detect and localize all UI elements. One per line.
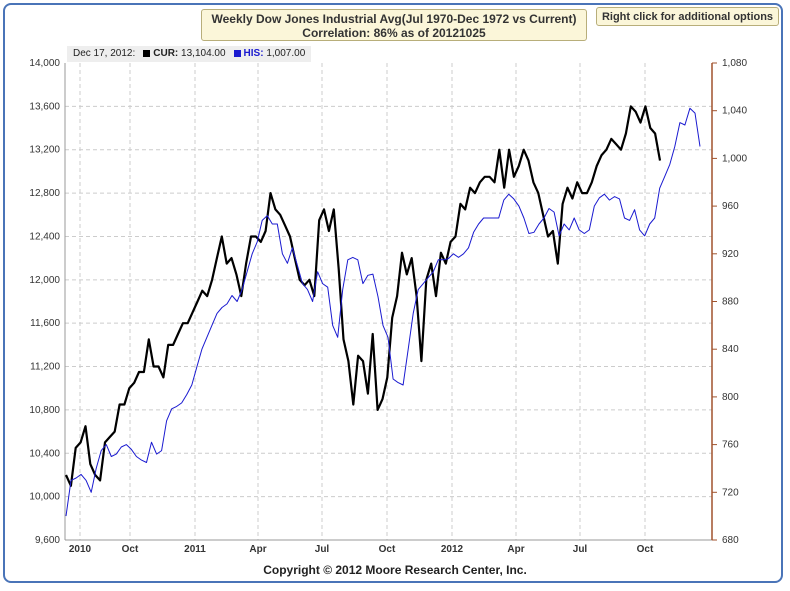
y-right-tick-label: 920 bbox=[722, 249, 739, 260]
y-left-tick-label: 12,000 bbox=[29, 275, 60, 286]
x-tick-label: Oct bbox=[637, 544, 654, 555]
y-right-tick-label: 840 bbox=[722, 344, 739, 355]
y-left-tick-label: 12,400 bbox=[29, 231, 60, 242]
series-cur-line bbox=[64, 105, 662, 487]
y-left-tick-label: 9,600 bbox=[35, 535, 60, 546]
legend: Dec 17, 2012: CUR: 13,104.00 HIS: 1,007.… bbox=[67, 46, 312, 62]
y-right-tick-label: 1,080 bbox=[722, 58, 747, 69]
chart-title: Weekly Dow Jones Industrial Avg(Jul 1970… bbox=[201, 9, 587, 41]
y-right-tick-label: 800 bbox=[722, 392, 739, 403]
x-tick-label: Apr bbox=[507, 544, 524, 555]
y-right-tick-label: 960 bbox=[722, 201, 739, 212]
y-left-tick-label: 10,000 bbox=[29, 492, 60, 503]
y-right-tick-label: 1,040 bbox=[722, 106, 747, 117]
tick-labels: 9,600 10,000 10,400 10,800 11,200 11,600 12,00… bbox=[29, 58, 747, 555]
x-tick-label: 2012 bbox=[441, 544, 464, 555]
legend-date: Dec 17, 2012: bbox=[73, 48, 136, 59]
y-left-tick-label: 13,200 bbox=[29, 145, 60, 156]
y-left-tick-label: 14,000 bbox=[29, 58, 60, 69]
chart-title-line2: Correlation: 86% as of 20121025 bbox=[302, 26, 486, 40]
y-right-tick-label: 1,000 bbox=[722, 153, 747, 164]
y-right-tick-label: 880 bbox=[722, 297, 739, 308]
x-tick-label: 2011 bbox=[184, 544, 206, 555]
y-right-tick-label: 760 bbox=[722, 440, 739, 451]
legend-cur-swatch bbox=[143, 49, 151, 57]
legend-his-value: 1,007.00 bbox=[266, 48, 306, 59]
series-his-line bbox=[65, 107, 701, 517]
x-tick-label: Oct bbox=[379, 544, 396, 555]
y-left-tick-label: 10,400 bbox=[29, 448, 60, 459]
series-lines bbox=[64, 105, 701, 517]
grid bbox=[65, 63, 712, 540]
legend-cur-value: 13,104.00 bbox=[181, 48, 226, 59]
x-tick-label: Jul bbox=[315, 544, 330, 555]
legend-cur-label: CUR: bbox=[153, 48, 179, 59]
legend-his-label: HIS: bbox=[243, 48, 264, 59]
y-left-tick-label: 12,800 bbox=[29, 188, 60, 199]
y-left-tick-label: 13,600 bbox=[29, 101, 60, 112]
y-right-tick-label: 720 bbox=[722, 487, 739, 498]
copyright: Copyright © 2012 Moore Research Center, … bbox=[263, 563, 527, 577]
additional-options-button[interactable]: Right click for additional options bbox=[596, 7, 779, 26]
axes bbox=[64, 62, 717, 541]
y-left-tick-label: 10,800 bbox=[29, 405, 60, 416]
x-tick-label: Apr bbox=[249, 544, 266, 555]
x-tick-label: Oct bbox=[122, 544, 139, 555]
legend-his: HIS: 1,007.00 bbox=[233, 46, 306, 62]
chart-frame bbox=[3, 3, 783, 583]
y-left-tick-label: 11,600 bbox=[30, 318, 60, 329]
y-right-tick-label: 680 bbox=[722, 535, 739, 546]
y-left-tick-label: 11,200 bbox=[30, 362, 60, 373]
chart-title-line1: Weekly Dow Jones Industrial Avg(Jul 1970… bbox=[211, 12, 577, 26]
x-tick-label: 2010 bbox=[69, 544, 92, 555]
x-tick-label: Jul bbox=[573, 544, 588, 555]
legend-his-swatch bbox=[233, 49, 241, 57]
legend-cur: CUR: 13,104.00 bbox=[143, 46, 226, 62]
